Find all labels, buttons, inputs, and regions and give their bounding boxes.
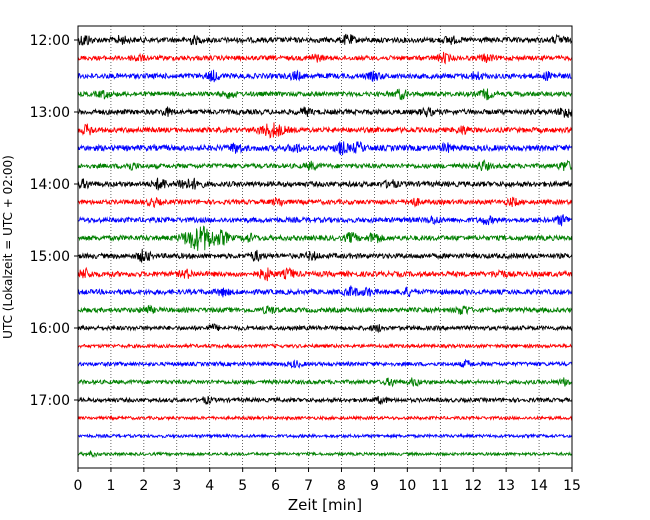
x-axis: 0 1 2 3 4 5 6 7 8 9 10 11 12 13 14 15 [74, 468, 581, 494]
x-tick-label: 1 [106, 478, 115, 494]
trace-row-15:45 [77, 304, 573, 316]
trace-row-15:15 [77, 266, 573, 282]
trace-row-13:30 [77, 140, 573, 156]
trace-row-12:15 [77, 51, 573, 65]
trace-rows [77, 33, 573, 458]
trace-row-14:15 [77, 196, 573, 209]
x-tick-label: 5 [238, 478, 247, 494]
y-tick-label: 13:00 [30, 105, 70, 121]
x-tick-label: 6 [271, 478, 280, 494]
x-tick-label: 0 [74, 478, 83, 494]
x-tick-label: 13 [497, 478, 515, 494]
trace-row-17:30 [77, 432, 573, 440]
trace-row-12:45 [77, 88, 573, 101]
x-tick-label: 10 [398, 478, 416, 494]
x-axis-label: Zeit [min] [288, 496, 362, 514]
trace-row-13:45 [77, 159, 573, 172]
trace-row-15:00 [77, 248, 573, 264]
trace-row-17:45 [77, 450, 573, 458]
x-tick-label: 9 [370, 478, 379, 494]
trace-row-16:00 [77, 323, 573, 334]
trace-row-14:00 [77, 177, 573, 191]
x-tick-label: 14 [530, 478, 548, 494]
x-tick-label: 12 [464, 478, 482, 494]
y-axis-label: UTC (Lokalzeit = UTC + 02:00) [1, 155, 15, 339]
trace-row-12:30 [77, 69, 573, 83]
trace-row-16:30 [77, 358, 573, 369]
x-tick-label: 7 [304, 478, 313, 494]
x-tick-label: 4 [205, 478, 214, 494]
plot-frame [77, 25, 573, 469]
trace-row-14:30 [77, 214, 573, 227]
trace-row-13:15 [77, 122, 573, 139]
y-tick-label: 14:00 [30, 177, 70, 193]
x-tick-label: 11 [431, 478, 449, 494]
trace-row-15:30 [77, 285, 573, 298]
y-tick-label: 17:00 [30, 393, 70, 409]
trace-row-12:00 [77, 33, 573, 47]
trace-row-17:15 [77, 414, 573, 422]
x-tick-label: 8 [337, 478, 346, 494]
y-tick-label: 12:00 [30, 33, 70, 49]
y-axis: 12:00 13:00 14:00 15:00 16:00 17:00 [30, 33, 78, 409]
y-tick-label: 16:00 [30, 321, 70, 337]
trace-row-16:45 [77, 377, 573, 388]
y-tick-label: 15:00 [30, 249, 70, 265]
trace-row-16:15 [77, 342, 573, 350]
trace-row-14:45 [77, 225, 573, 251]
trace-row-17:00 [77, 395, 573, 405]
x-tick-label: 15 [563, 478, 581, 494]
trace-row-13:00 [77, 106, 573, 118]
x-tick-label: 2 [139, 478, 148, 494]
x-tick-label: 3 [172, 478, 181, 494]
